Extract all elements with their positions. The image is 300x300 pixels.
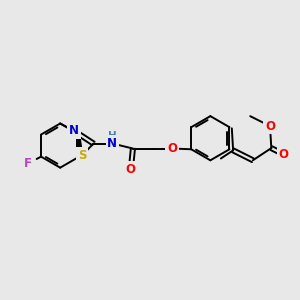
Text: O: O xyxy=(265,120,275,133)
Text: S: S xyxy=(78,149,86,162)
Text: F: F xyxy=(24,158,32,170)
Text: O: O xyxy=(167,142,177,155)
Text: N: N xyxy=(69,124,79,137)
Text: H: H xyxy=(108,131,117,141)
Text: O: O xyxy=(126,163,136,176)
Text: O: O xyxy=(278,148,288,160)
Text: N: N xyxy=(107,137,117,150)
